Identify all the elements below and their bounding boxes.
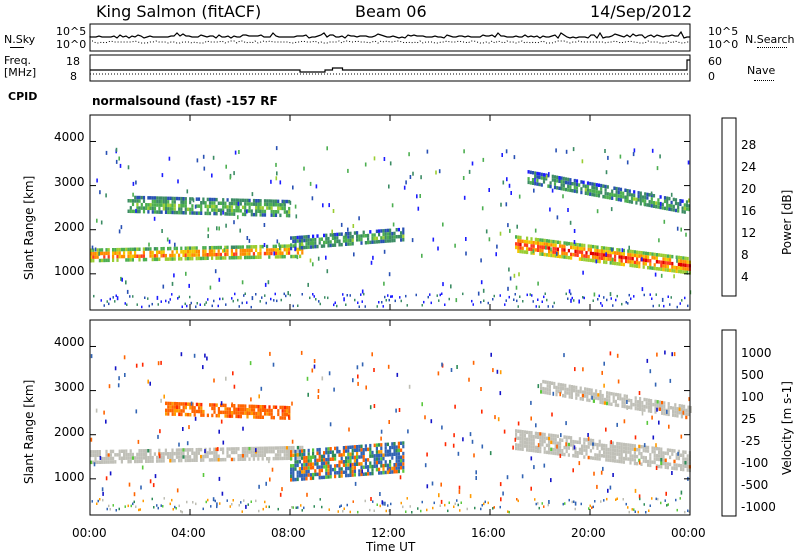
power-cb-28: 28: [741, 138, 757, 152]
noise-tick-left-high: 10^5: [56, 25, 87, 38]
power-evening-upper-band: [527, 170, 691, 214]
power-ylabel: Slant Range [km]: [22, 175, 36, 280]
cpid-label: CPID: [8, 90, 38, 103]
xtick-3: 12:00: [371, 526, 406, 540]
power-main-band-morning: [90, 244, 304, 263]
xtick-5: 20:00: [571, 526, 606, 540]
velocity-ground-scatter-morning: [90, 445, 304, 465]
velocity-ground-scatter-evening: [515, 429, 691, 473]
power-cb-label: Power [dB]: [780, 189, 794, 255]
nsearch-legend-line: [757, 47, 787, 48]
velocity-green-ionospheric-band: [290, 441, 405, 482]
vel-cb-500: 500: [741, 368, 764, 382]
power-cb-24: 24: [741, 160, 757, 174]
freq-panel-frame: [89, 54, 691, 82]
nsearch-trace: [89, 40, 690, 44]
power-speckles: [91, 146, 692, 309]
velocity-ground-scatter-upper-evening: [540, 379, 692, 420]
freq-tick-high: 18: [66, 55, 80, 68]
vel-ytick-1000: 1000: [54, 470, 85, 484]
vel-cb-m100: -100: [741, 456, 769, 470]
nsearch-label: N.Search: [745, 33, 795, 46]
power-cb-20: 20: [741, 182, 757, 196]
vel-cb-m1000: -1000: [741, 500, 776, 514]
vel-ytick-2000: 2000: [54, 425, 85, 439]
beam-title: Beam 06: [355, 2, 427, 21]
power-ytick-3000: 3000: [54, 175, 85, 189]
power-ytick-4000: 4000: [54, 130, 85, 144]
vel-cb-100: 100: [741, 390, 764, 404]
power-cb-8: 8: [741, 248, 749, 262]
nave-label: Nave: [747, 64, 776, 77]
x-axis-label: Time UT: [366, 540, 416, 554]
velocity-upper-mixed-morning: [165, 401, 291, 420]
nave-tick-high: 60: [708, 55, 722, 68]
vel-ytick-3000: 3000: [54, 380, 85, 394]
date-title: 14/Sep/2012: [590, 2, 693, 21]
freq-unit-label: [MHz]: [4, 66, 37, 79]
freq-trace: [90, 59, 690, 73]
vel-ytick-4000: 4000: [54, 335, 85, 349]
power-cb-16: 16: [741, 204, 757, 218]
velocity-panel-frame: [89, 319, 691, 516]
vel-cb-25: 25: [741, 412, 757, 426]
noise-tick-right-high: 10^5: [708, 25, 739, 38]
xtick-2: 08:00: [271, 526, 306, 540]
freq-tick-low: 8: [70, 70, 77, 83]
velocity-colorbar: [721, 329, 737, 517]
power-upper-band-morning: [127, 195, 291, 218]
nsky-legend-line: [10, 47, 24, 48]
power-cb-12: 12: [741, 226, 757, 240]
power-post-8ut-band: [290, 227, 405, 251]
xtick-1: 04:00: [171, 526, 206, 540]
vel-cb-m25: -25: [741, 434, 761, 448]
nave-legend-line: [754, 80, 774, 81]
nsky-label: N.Sky: [4, 33, 36, 46]
xtick-4: 16:00: [471, 526, 506, 540]
vel-cb-m500: -500: [741, 478, 769, 492]
nsky-trace: [89, 30, 690, 39]
xtick-0: 00:00: [72, 526, 107, 540]
vel-cb-label: Velocity [m s-1]: [780, 381, 794, 475]
noise-tick-left-low: 10^0: [56, 38, 87, 51]
radar-title: King Salmon (fitACF): [96, 2, 262, 21]
velocity-speckles: [90, 350, 690, 514]
xtick-6: 00:00: [671, 526, 706, 540]
velocity-ylabel: Slant Range [km]: [22, 379, 36, 484]
power-evening-main-band: [515, 235, 691, 275]
power-cb-4: 4: [741, 270, 749, 284]
vel-cb-1000: 1000: [741, 346, 772, 360]
power-ytick-2000: 2000: [54, 220, 85, 234]
power-ytick-1000: 1000: [54, 264, 85, 278]
noise-tick-right-low: 10^0: [708, 38, 739, 51]
freq-label: Freq.: [4, 54, 32, 67]
nave-tick-low: 0: [708, 70, 715, 83]
power-colorbar: [721, 117, 737, 297]
cpid-text: normalsound (fast) -157 RF: [92, 94, 278, 108]
